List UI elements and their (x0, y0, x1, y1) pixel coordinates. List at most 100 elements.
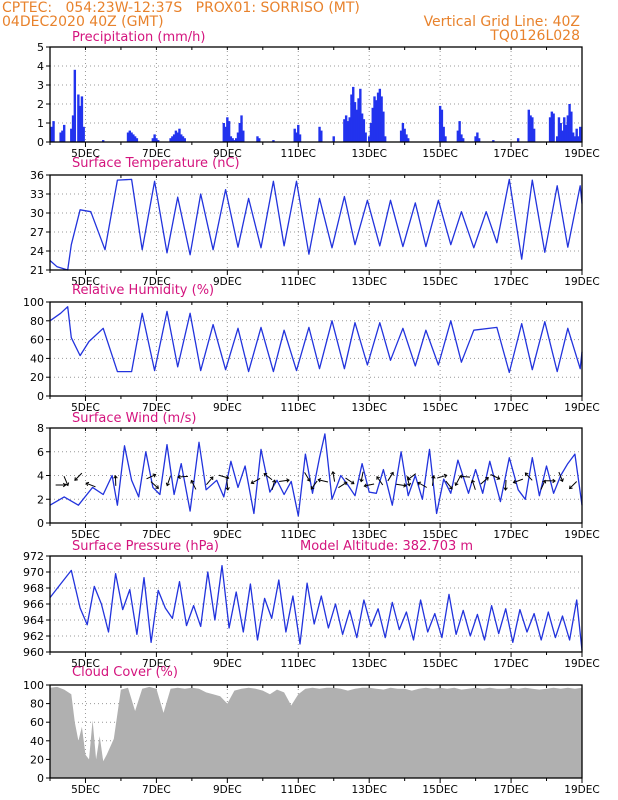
precip-bar (344, 115, 348, 142)
precip-bar (350, 94, 353, 142)
wind-arrow-shaft (417, 482, 427, 488)
wind-title: Surface Wind (m/s) (72, 411, 196, 426)
x-tick-label: 11DEC (281, 658, 316, 670)
x-tick-label: 13DEC (351, 529, 386, 541)
precip-bar (552, 113, 555, 142)
wind-arrow (177, 474, 189, 480)
grid-line-note: Vertical Grid Line: 40Z (423, 14, 580, 30)
rh-title: Relative Humidity (%) (72, 283, 214, 298)
x-tick-label: 15DEC (422, 784, 457, 796)
precip-bar (172, 134, 176, 142)
wind-arrow-head (542, 479, 547, 484)
x-tick-label: 11DEC (281, 402, 316, 414)
wind-arrow (55, 482, 67, 488)
precip-bar (375, 100, 378, 142)
wind-arrow-shaft (513, 478, 524, 484)
wind-arrow-shaft (407, 473, 417, 481)
precip-bar (272, 140, 275, 142)
precip-bar (178, 128, 181, 142)
wind-arrow (387, 471, 394, 482)
precip-bar (236, 132, 240, 142)
wind-arrow (63, 476, 70, 487)
precip-bar (440, 109, 444, 142)
wind-arrow-shaft (63, 476, 69, 486)
x-tick-label: 13DEC (351, 658, 386, 670)
wind-arrow (407, 473, 417, 481)
precip-bar (461, 138, 465, 142)
precip-bar (61, 130, 64, 142)
x-tick-label: 9DEC (213, 658, 242, 670)
precip-bar (369, 123, 373, 142)
precip-bar (368, 136, 371, 142)
x-tick-label: 7DEC (142, 402, 171, 414)
precip-bar (227, 121, 231, 142)
x-tick-label: 15DEC (422, 658, 457, 670)
x-tick-label: 5DEC (71, 276, 100, 288)
wind-arrow (190, 479, 197, 490)
wind-arrow (250, 477, 261, 485)
y-tick-label: 3 (37, 79, 44, 92)
wind-arrow (150, 481, 159, 489)
wind-arrow (445, 480, 453, 490)
wind-arrow (436, 473, 448, 479)
x-tick-label: 7DEC (142, 658, 171, 670)
y-tick-label: 20 (30, 753, 44, 766)
wind-arrow-head (152, 473, 157, 478)
header: CPTEC: 054:23W-12:37S PROX01: SORRISO (M… (0, 0, 618, 44)
wind-arrow-head (406, 482, 412, 487)
temp-title: Surface Temperature (nC) (72, 156, 240, 171)
precip-bar (474, 136, 477, 142)
wind-arrow-head (512, 479, 517, 484)
precip-bar (320, 130, 323, 142)
y-tick-label: 964 (23, 614, 44, 627)
precip-bar (242, 130, 245, 142)
wind-arrow-shaft (569, 481, 578, 489)
precip-bar (153, 134, 156, 142)
precip-bar (362, 119, 366, 142)
precip-bar (226, 117, 229, 142)
wind-arrow-head (62, 482, 67, 488)
wind-arrow-shaft (251, 477, 261, 484)
precip-bar (102, 140, 105, 142)
wind-arrow-shaft (525, 472, 533, 481)
precip-bar (52, 121, 55, 142)
wind-arrow (545, 478, 556, 484)
precip-bar (564, 124, 568, 142)
precip-bar (231, 138, 234, 142)
y-tick-label: 0 (37, 136, 44, 149)
wind-arrow (406, 475, 412, 487)
y-tick-label: 5 (37, 41, 44, 54)
wind-arrow-head (177, 474, 181, 480)
y-tick-label: 100 (23, 679, 44, 692)
x-tick-label: 17DEC (493, 529, 528, 541)
x-tick-label: 9DEC (213, 276, 242, 288)
x-tick-label: 13DEC (351, 148, 386, 160)
precip-bar (298, 134, 302, 142)
wind-arrow-shaft (445, 480, 453, 490)
wind-arrow (271, 479, 277, 490)
wind-arrow-head (310, 486, 315, 490)
precip-bar (135, 138, 139, 142)
y-tick-label: 2 (37, 493, 44, 506)
wind-arrow-head (470, 479, 476, 484)
wind-arrow (338, 481, 348, 489)
precip-bar (568, 104, 571, 142)
wind-arrow-head (317, 478, 322, 483)
y-tick-label: 20 (30, 371, 44, 384)
precip-bar (235, 138, 238, 142)
precip-bar (77, 94, 80, 142)
precip-bar (62, 124, 66, 142)
wind-arrow-shaft (406, 475, 410, 486)
precip-bar (126, 132, 130, 142)
precip-bar (516, 138, 520, 142)
y-tick-label: 960 (23, 646, 44, 659)
wind-arrow-head (190, 479, 195, 484)
wind-arrow (85, 481, 96, 488)
y-tick-label: 4 (37, 60, 44, 73)
wind-arrow-shaft (318, 479, 329, 483)
wind-arrow-head (85, 481, 90, 487)
wind-arrow-shaft (459, 475, 470, 478)
x-tick-label: 11DEC (281, 784, 316, 796)
precip-bar (531, 117, 534, 142)
precip-bar (169, 138, 172, 142)
